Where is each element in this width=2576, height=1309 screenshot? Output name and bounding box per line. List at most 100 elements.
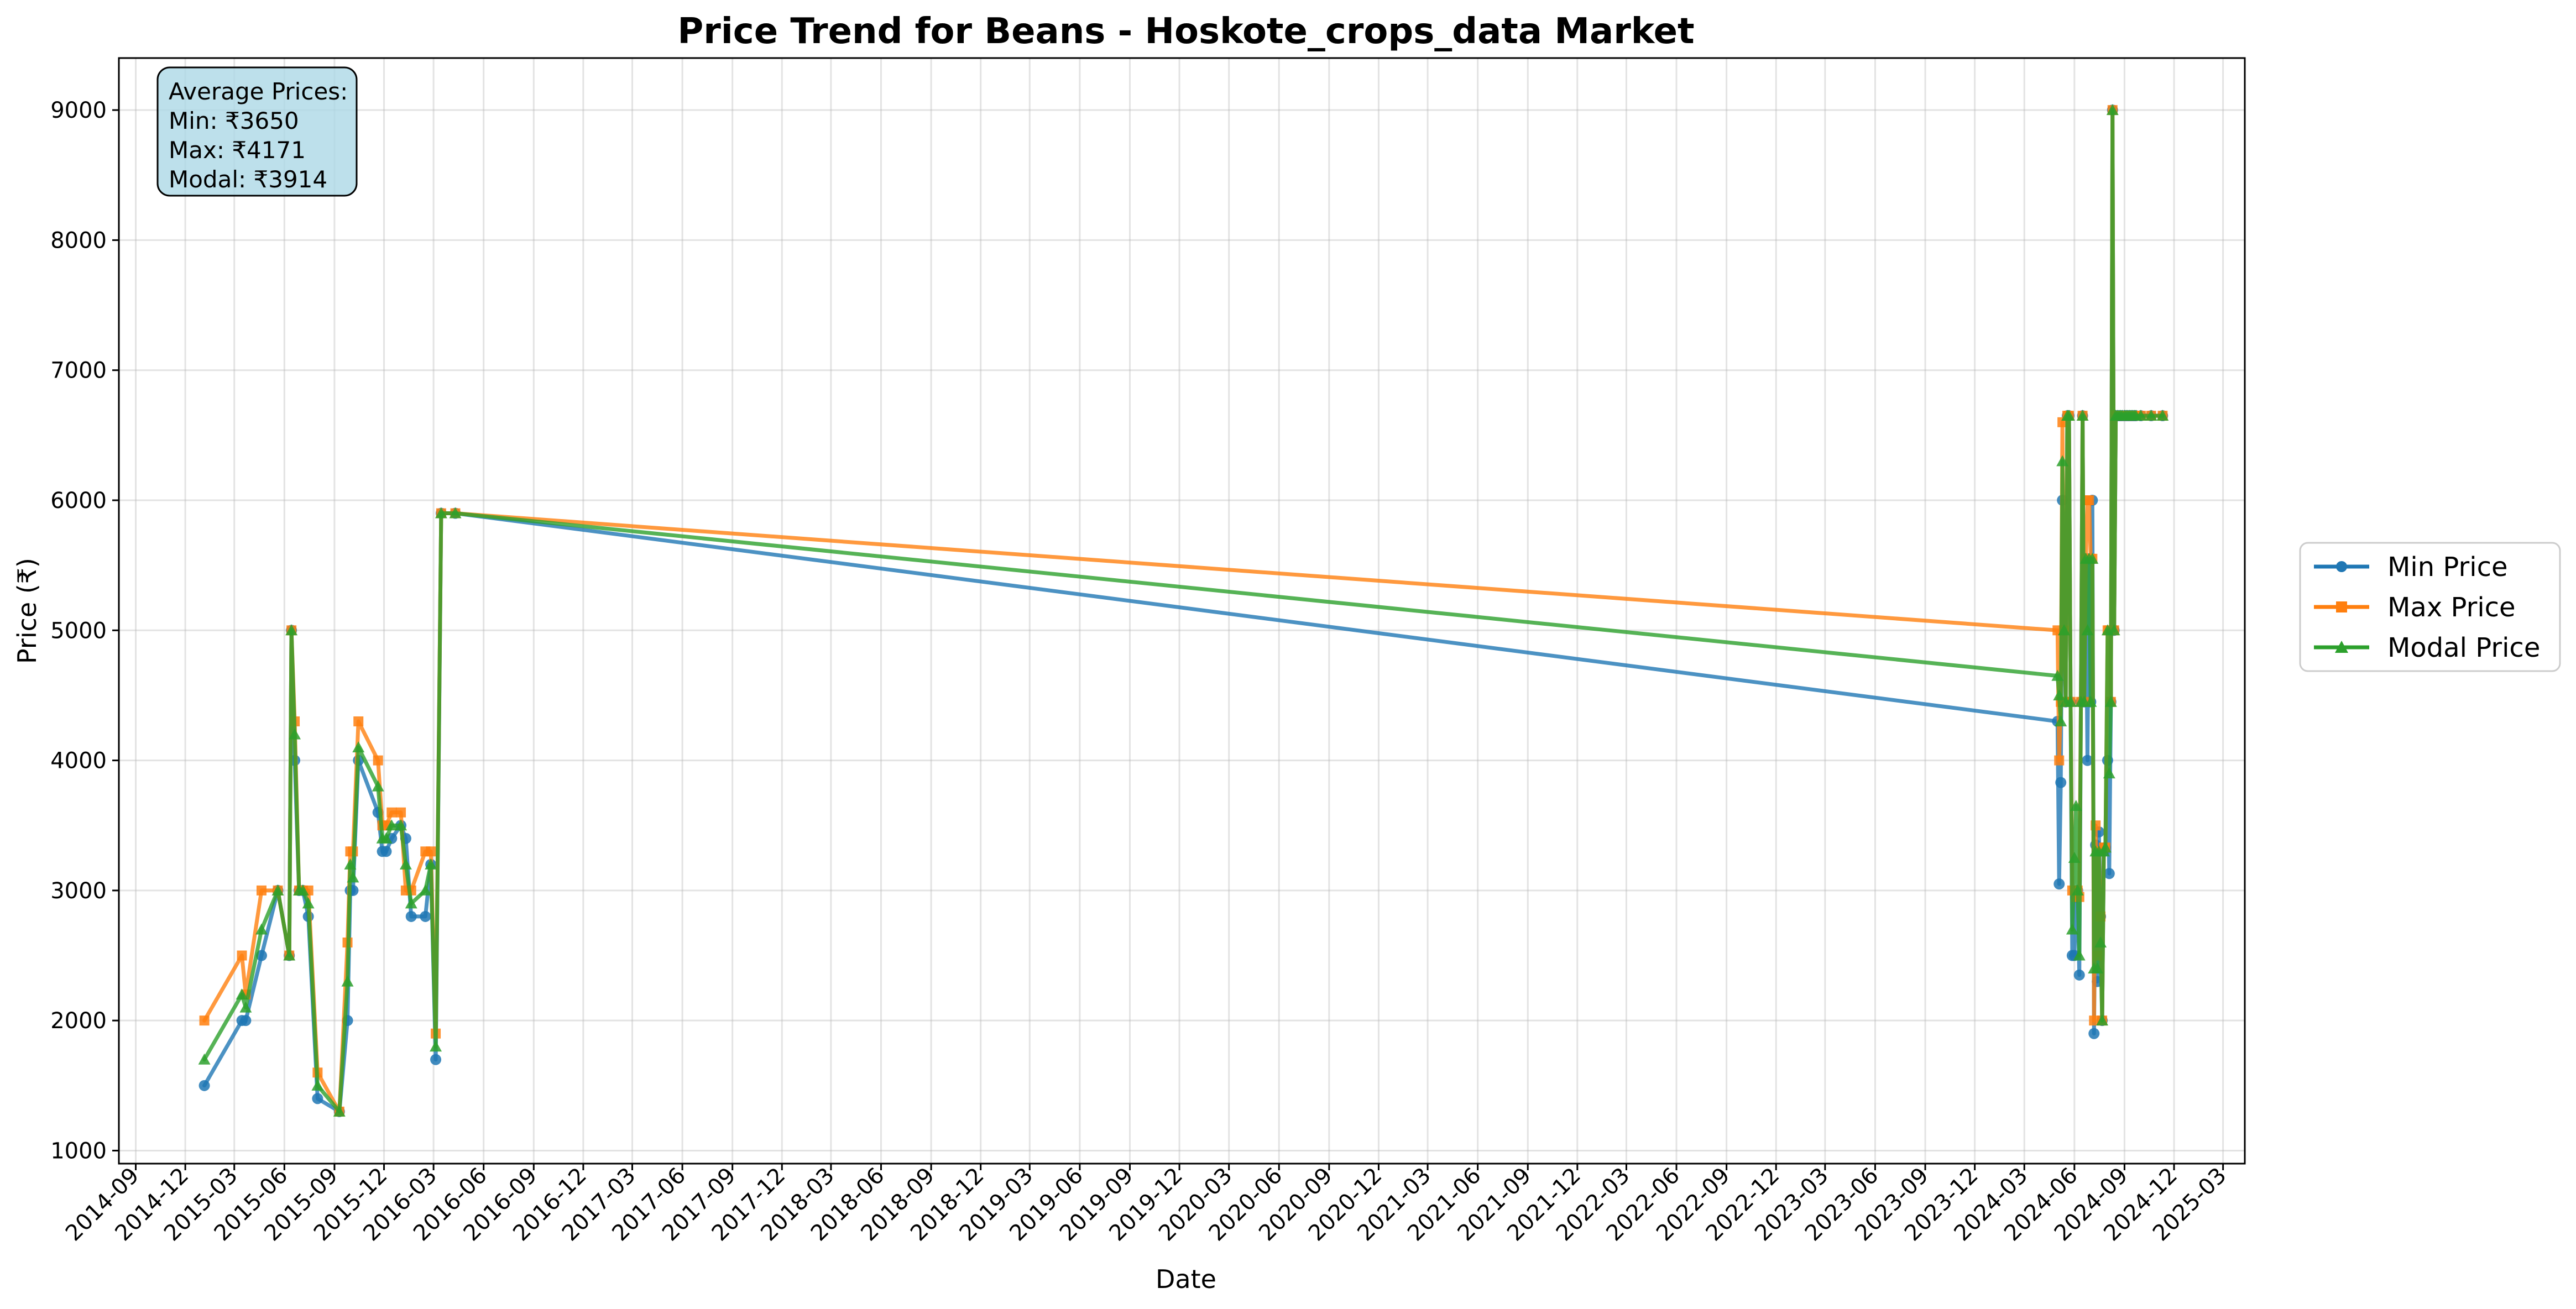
data-point (2096, 1014, 2109, 1026)
data-point (2108, 624, 2120, 636)
legend-label-min: Min Price (2387, 552, 2508, 583)
data-point (419, 884, 432, 896)
data-point (198, 1080, 210, 1091)
data-point (271, 884, 284, 896)
data-point (2091, 962, 2104, 974)
average-prices-annotation: Average Prices: Min: ₹3650 Max: ₹4171 Mo… (156, 66, 358, 197)
data-point (405, 897, 417, 909)
data-point (311, 1079, 324, 1091)
legend-item-min: Min Price (2314, 552, 2508, 583)
data-point (236, 988, 248, 1000)
data-point (2084, 495, 2094, 505)
data-point (2145, 410, 2157, 421)
data-point (2103, 868, 2115, 879)
data-point (2099, 841, 2112, 853)
data-point (256, 885, 267, 896)
data-point (2053, 689, 2066, 700)
data-point (2070, 799, 2082, 811)
data-point (199, 1015, 210, 1026)
data-point (2084, 695, 2097, 707)
legend-marker-modal (2335, 641, 2348, 653)
annotation-line-modal: Modal: ₹3914 (169, 166, 327, 193)
data-point (2106, 104, 2119, 116)
data-point (2076, 410, 2089, 421)
data-point (239, 1001, 252, 1013)
data-point (344, 858, 357, 870)
series-modal-price (198, 104, 2169, 1117)
y-axis-label: Price (₹) (12, 558, 42, 664)
data-point (2055, 777, 2067, 788)
data-point (2071, 884, 2084, 896)
annotation-line-heading: Average Prices: (169, 78, 348, 105)
data-point (2062, 410, 2075, 421)
data-point (237, 950, 247, 961)
y-tick-label: 2000 (50, 1008, 107, 1034)
data-point (2134, 410, 2147, 421)
x-axis-label: Date (1156, 1264, 1216, 1294)
y-tick-label: 5000 (50, 618, 107, 643)
legend-box (2299, 542, 2561, 672)
data-point (2104, 695, 2117, 707)
data-point (285, 624, 298, 636)
chart-title: Price Trend for Beans - Hoskote_crops_da… (677, 11, 1694, 52)
data-point (2082, 755, 2093, 766)
data-point (341, 975, 354, 987)
annotation-box (156, 66, 358, 197)
data-point (296, 884, 309, 896)
data-point (425, 858, 437, 870)
data-point (386, 807, 397, 818)
annotation-line-min: Min: ₹3650 (169, 107, 299, 134)
data-point (198, 1053, 211, 1065)
data-point (2086, 552, 2099, 564)
data-point (2103, 767, 2115, 779)
data-point (435, 507, 447, 519)
y-tick-label: 8000 (50, 228, 107, 253)
data-point (2055, 715, 2067, 726)
plot-frame (118, 57, 2246, 1165)
data-point (2094, 936, 2107, 947)
data-point (420, 910, 431, 922)
data-point (2088, 1028, 2100, 1039)
data-point (380, 832, 393, 844)
data-point (405, 910, 417, 922)
data-point (2066, 923, 2078, 935)
data-point (2068, 852, 2081, 863)
data-point (312, 1093, 323, 1104)
data-point (2051, 669, 2064, 681)
data-point (2054, 755, 2065, 766)
data-point (302, 897, 315, 909)
data-point (399, 858, 412, 870)
data-point (352, 741, 365, 753)
data-point (2064, 695, 2077, 707)
data-point (2089, 1015, 2099, 1026)
legend-label-modal: Modal Price (2387, 632, 2540, 663)
data-point (2081, 624, 2094, 636)
data-point (373, 755, 383, 766)
data-point (2073, 949, 2086, 961)
y-tick-label: 9000 (50, 98, 107, 123)
data-point (353, 716, 364, 726)
data-point (2058, 624, 2071, 636)
data-point (2056, 455, 2069, 467)
annotation-line-max: Max: ₹4171 (169, 137, 306, 164)
data-point (240, 1015, 252, 1027)
plot-grid (119, 58, 2245, 1164)
plot-series (198, 104, 2169, 1117)
data-point (289, 728, 301, 740)
data-point (380, 846, 392, 857)
y-tick-label: 6000 (50, 488, 107, 514)
legend: Min Price Max Price Modal Price (2299, 542, 2561, 672)
data-point (255, 923, 268, 935)
data-point (385, 819, 398, 831)
legend-label-max: Max Price (2387, 592, 2516, 623)
data-point (449, 507, 462, 519)
y-tick-label: 1000 (50, 1138, 107, 1164)
data-point (333, 1105, 346, 1117)
data-point (430, 1054, 442, 1065)
data-point (396, 807, 406, 818)
data-point (395, 819, 407, 831)
y-tick-label: 7000 (50, 358, 107, 384)
y-tick-label: 3000 (50, 878, 107, 904)
